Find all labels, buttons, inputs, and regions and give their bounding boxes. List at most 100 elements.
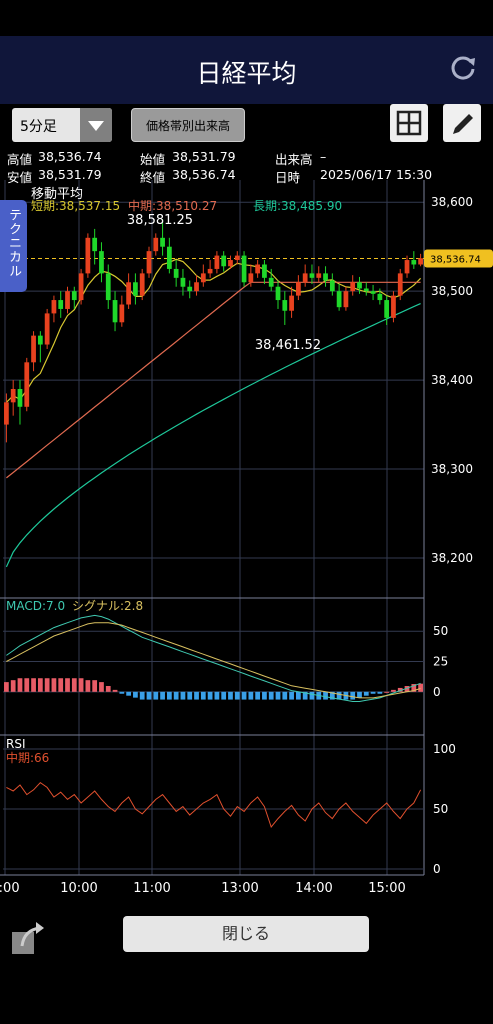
long-ma-legend: 長期:38,485.90 — [253, 199, 342, 213]
technical-tab[interactable]: テクニカル — [0, 200, 27, 292]
mid-ma-legend: 中期:38,510.27 — [128, 198, 217, 213]
candle-body — [133, 282, 138, 296]
macd-tick-label: 50 — [433, 624, 448, 638]
x-tick-label: 11:00 — [133, 881, 170, 896]
candles — [4, 219, 423, 443]
macd-hist-bar — [221, 691, 227, 700]
close-label: 終値 — [140, 170, 166, 185]
macd-hist-bar — [58, 678, 64, 692]
macd-hist-bar — [139, 691, 145, 700]
macd-hist-bar — [418, 683, 423, 692]
x-tick-label: 15:00 — [368, 881, 405, 896]
macd-hist-bar — [200, 691, 206, 700]
candle-body — [275, 286, 281, 301]
macd-hist-bar — [282, 691, 288, 700]
interval-select[interactable]: 5分足 — [12, 108, 112, 142]
macd-tick-label: 25 — [433, 655, 448, 669]
rsi-tick-label: 0 — [433, 862, 441, 876]
macd-hist-bar — [404, 685, 410, 692]
macd-hist-bar — [37, 678, 43, 692]
candle-body — [146, 251, 152, 274]
grid-lines — [0, 180, 425, 876]
candle-body — [10, 389, 16, 403]
macd-hist-bar — [78, 678, 84, 692]
macd-hist-bar — [296, 691, 301, 700]
macd-hist-bar — [302, 691, 308, 700]
x-tick-label: 10:00 — [60, 881, 97, 896]
macd-hist-bar — [363, 691, 369, 696]
grid-icon — [396, 110, 422, 136]
rsi-tick-label: 50 — [433, 802, 448, 816]
candle-body — [214, 255, 220, 269]
chart-area[interactable]: 38,600 38,500 38,400 38,300 38,200 9:00 10:00 1… — [0, 180, 493, 900]
candle-body — [126, 282, 131, 305]
rsi-line — [6, 781, 422, 829]
candle-body — [119, 304, 125, 323]
volume-label: 出来高 — [275, 152, 313, 167]
open-label: 始値 — [140, 152, 166, 167]
macd-hist-bar — [234, 691, 240, 700]
macd-hist-bar — [309, 691, 315, 700]
app-header: 日経平均 — [0, 36, 493, 104]
candle-body — [51, 300, 57, 314]
candle-body — [377, 293, 383, 301]
macd-hist-bar — [248, 691, 254, 700]
candle-body — [105, 273, 111, 301]
candle-body — [397, 273, 403, 296]
candle-body — [370, 291, 376, 294]
macd-hist-bar — [85, 680, 91, 692]
macd-hist-bar — [31, 678, 36, 692]
low-annotation: 38,461.52 — [255, 338, 321, 353]
candle-body — [343, 291, 349, 308]
macd-hist-bar — [262, 691, 267, 700]
macd-hist-bar — [112, 689, 118, 692]
candle-body — [323, 273, 328, 281]
candle-body — [404, 260, 410, 274]
candle-body — [166, 246, 172, 269]
candle-body — [302, 273, 308, 283]
candle-body — [24, 362, 30, 407]
macd-hist-bar — [194, 691, 199, 700]
candle-body — [221, 255, 227, 267]
macd-hist-bar — [411, 684, 417, 692]
macd-hist-bar — [119, 691, 125, 694]
interval-label: 5分足 — [20, 119, 57, 135]
macd-hist-bar — [228, 691, 233, 700]
status-bar — [0, 0, 493, 36]
candle-body — [78, 273, 84, 301]
macd-hist-bar — [99, 682, 104, 692]
back-arrow-icon[interactable] — [10, 918, 48, 956]
macd-hist-bar — [289, 691, 294, 700]
refresh-icon[interactable] — [449, 54, 479, 84]
axis-labels: 38,600 38,500 38,400 38,300 38,200 9:00 10:00 1… — [0, 187, 493, 896]
candle-body — [139, 273, 145, 296]
macd-hist-bar — [187, 691, 193, 700]
candle-body — [329, 280, 335, 292]
volume-profile-button[interactable]: 価格帯別出来高 — [131, 108, 245, 142]
macd-hist-bar — [323, 691, 328, 700]
low-value: 38,531.79 — [38, 167, 102, 182]
close-button[interactable]: 閉じる — [123, 916, 369, 952]
candle-body — [336, 291, 342, 308]
macd-legend: MACD:7.0 — [6, 599, 65, 613]
y-tick-label: 38,200 — [431, 551, 473, 565]
macd-hist-bar — [329, 691, 335, 700]
candle-body — [316, 273, 322, 278]
pencil-icon — [453, 114, 473, 134]
macd-hist-bar — [105, 685, 111, 692]
candle-body — [234, 255, 240, 261]
bottom-bar: 閉じる — [0, 900, 493, 1024]
macd-hist-bar — [17, 678, 23, 692]
rsi-legend: 中期:66 — [6, 750, 49, 765]
technical-tab-label: テクニカル — [6, 208, 21, 278]
y-tick-label: 38,400 — [431, 373, 473, 387]
current-price-tag — [424, 249, 493, 268]
candle-body — [268, 277, 274, 287]
macd-hist-bar — [51, 678, 57, 692]
chart-toolbar: 5分足 価格帯別出来高 — [0, 104, 493, 144]
draw-button[interactable] — [443, 104, 481, 142]
layout-grid-button[interactable] — [390, 104, 428, 142]
candle-body — [4, 402, 9, 425]
macd-panel — [4, 614, 423, 702]
candle-body — [17, 389, 23, 407]
